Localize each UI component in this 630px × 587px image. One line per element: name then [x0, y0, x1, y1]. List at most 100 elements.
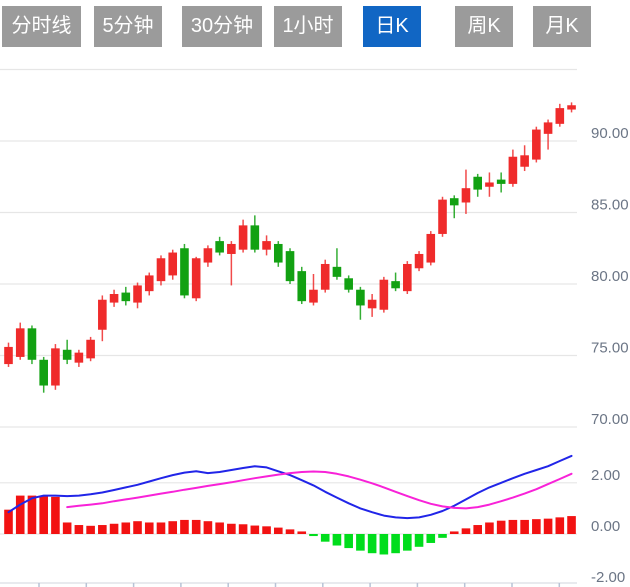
- candle-down: [285, 251, 295, 282]
- macd-bar-negative: [414, 534, 424, 547]
- candle-up: [403, 263, 412, 292]
- candle-down: [297, 271, 307, 302]
- macd-bar-positive: [543, 518, 553, 534]
- macd-bar-positive: [203, 521, 213, 534]
- macd-histogram[interactable]: [4, 495, 576, 555]
- candle-up: [367, 299, 377, 309]
- candle-up: [520, 155, 529, 167]
- macd-bar-positive: [51, 496, 60, 534]
- macd-bar-positive: [567, 516, 576, 534]
- candle-up: [203, 248, 213, 263]
- macd-axis-label: 2.00: [591, 467, 620, 484]
- macd-bar-positive: [297, 531, 307, 534]
- macd-bar-positive: [62, 522, 72, 534]
- macd-bar-positive: [520, 519, 529, 534]
- candle-up: [227, 243, 236, 254]
- candle-up: [567, 105, 576, 110]
- candle-up: [133, 285, 142, 303]
- tab-time-line[interactable]: 分时线: [2, 6, 81, 47]
- dea-line: [66, 470, 573, 510]
- macd-bar-positive: [532, 519, 541, 534]
- candle-up: [379, 279, 389, 310]
- macd-bar-negative: [438, 534, 447, 538]
- macd-axis-label: 0.00: [591, 518, 620, 535]
- macd-bar-positive: [485, 522, 494, 534]
- candle-down: [391, 281, 400, 289]
- macd-bar-positive: [121, 522, 131, 534]
- candle-down: [27, 328, 37, 360]
- candle-up: [191, 258, 201, 299]
- dif-line: [7, 454, 573, 520]
- candle-up: [262, 241, 271, 250]
- macd-bar-positive: [86, 525, 95, 534]
- macd-bar-positive: [461, 528, 471, 534]
- price-axis-label: 75.00: [591, 340, 629, 357]
- macd-bar-positive: [27, 495, 37, 534]
- macd-bar-positive: [39, 495, 48, 534]
- macd-axis-label: -2.00: [591, 569, 625, 586]
- candle-up: [532, 129, 541, 160]
- candle-down: [250, 225, 260, 250]
- candle-up: [426, 233, 436, 263]
- candle-up: [156, 258, 166, 282]
- candle-up: [438, 199, 447, 234]
- macd-bar-positive: [4, 509, 13, 534]
- macd-bar-positive: [285, 529, 295, 534]
- candle-up: [309, 289, 318, 303]
- candle-up: [144, 275, 154, 292]
- candle-up: [4, 346, 13, 365]
- candle-down: [39, 359, 48, 386]
- candle-down: [496, 179, 506, 184]
- macd-bar-positive: [180, 519, 189, 534]
- macd-bar-negative: [332, 534, 342, 546]
- macd-bar-negative: [379, 534, 389, 555]
- tab-1hour[interactable]: 1小时: [274, 6, 342, 47]
- candle-up: [320, 263, 330, 290]
- candles-layer[interactable]: [4, 102, 576, 393]
- macd-bar-positive: [109, 523, 119, 534]
- candle-up: [238, 225, 248, 250]
- macd-bar-positive: [473, 525, 482, 534]
- macd-bar-positive: [133, 521, 142, 534]
- macd-bar-positive: [74, 525, 84, 534]
- candle-down: [344, 278, 353, 290]
- candle-up: [98, 299, 107, 330]
- macd-bar-positive: [156, 522, 166, 534]
- macd-bar-positive: [262, 526, 271, 534]
- candle-down: [473, 176, 482, 190]
- candle-down: [121, 292, 131, 302]
- candle-up: [168, 252, 178, 276]
- candle-down: [332, 266, 342, 277]
- tab-monthly-k[interactable]: 月K: [533, 6, 591, 47]
- macd-bar-positive: [168, 521, 178, 534]
- price-axis-label: 70.00: [591, 411, 629, 428]
- tab-30min[interactable]: 30分钟: [182, 6, 262, 47]
- macd-bar-positive: [227, 523, 236, 534]
- macd-bar-negative: [344, 534, 353, 549]
- macd-bar-negative: [391, 534, 400, 554]
- macd-bar-negative: [367, 534, 377, 554]
- macd-bar-negative: [320, 534, 330, 542]
- candle-up: [508, 156, 518, 184]
- candle-up: [414, 253, 424, 269]
- macd-bar-positive: [15, 495, 25, 534]
- macd-bar-positive: [250, 525, 260, 534]
- macd-axis-labels: 2.00 0.00 -2.00: [591, 467, 625, 586]
- macd-bar-positive: [555, 517, 565, 534]
- tab-daily-k[interactable]: 日K: [363, 6, 421, 47]
- tab-5min[interactable]: 5分钟: [94, 6, 162, 47]
- candle-up: [485, 182, 494, 187]
- macd-bar-positive: [496, 520, 506, 534]
- macd-bar-positive: [98, 525, 107, 534]
- tab-weekly-k[interactable]: 周K: [455, 6, 513, 47]
- price-axis-label: 90.00: [591, 125, 629, 142]
- macd-bar-negative: [356, 534, 365, 551]
- macd-bar-positive: [215, 522, 224, 534]
- candle-down: [62, 349, 72, 360]
- price-axis-label: 80.00: [591, 268, 629, 285]
- macd-bar-positive: [191, 519, 201, 534]
- interval-tabbar: 分时线 5分钟 30分钟 1小时 日K 周K 月K: [0, 0, 630, 52]
- candle-up: [109, 294, 119, 303]
- candle-down: [449, 198, 459, 206]
